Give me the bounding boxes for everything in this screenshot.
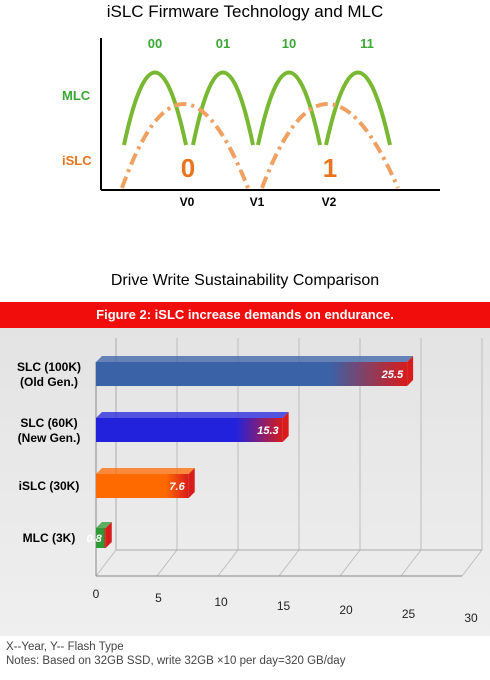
x-tick-label: 5 bbox=[155, 591, 162, 605]
category-label: SLC (100K) bbox=[17, 360, 81, 374]
bar-end-face bbox=[282, 412, 289, 442]
v-label-1: V1 bbox=[250, 195, 265, 209]
bar-value-label: 15.3 bbox=[257, 425, 278, 437]
bar-value-label: 25.5 bbox=[381, 369, 404, 381]
bar-top-face bbox=[96, 356, 414, 362]
bar bbox=[96, 418, 283, 442]
state-label-01: 01 bbox=[216, 36, 230, 51]
islc-mlc-diagram: MLC iSLC 00 01 10 11 0 1 V0 V1 V2 bbox=[62, 36, 440, 209]
category-label: (Old Gen.) bbox=[20, 375, 78, 389]
digit-1: 1 bbox=[323, 153, 337, 183]
bar-top-face bbox=[96, 522, 112, 528]
bar-end-face bbox=[188, 468, 195, 498]
bar-chart: 0 5 10 15 20 25 30 25.5 SLC (100K)(Old Gen.) 15.3… bbox=[17, 338, 483, 625]
notes-line-1: X--Year, Y-- Flash Type bbox=[6, 641, 124, 653]
bar-value-label: 0.8 bbox=[86, 533, 102, 545]
mlc-curve-11 bbox=[324, 70, 392, 146]
mlc-curve-10 bbox=[256, 70, 322, 146]
category-label: (New Gen.) bbox=[18, 431, 81, 445]
row-label-mlc: MLC bbox=[62, 88, 91, 103]
mlc-curve-00 bbox=[122, 70, 188, 146]
figure-banner: Figure 2: iSLC increase demands on endur… bbox=[0, 302, 490, 328]
bar-value-label: 7.6 bbox=[169, 481, 185, 493]
row-label-islc: iSLC bbox=[62, 153, 92, 168]
mlc-curve-01 bbox=[191, 70, 255, 146]
gridline-floor bbox=[95, 549, 117, 577]
bar-end-face bbox=[105, 522, 112, 548]
gridline-floor bbox=[461, 549, 483, 577]
v-label-2: V2 bbox=[322, 195, 337, 209]
x-tick-label: 10 bbox=[214, 595, 228, 609]
bar-chart-title: Drive Write Sustainability Comparison bbox=[110, 272, 380, 289]
bar-top-face bbox=[96, 468, 195, 474]
category-label: iSLC (30K) bbox=[19, 479, 80, 493]
bar bbox=[96, 474, 189, 498]
x-tick-label: 25 bbox=[402, 607, 416, 621]
x-tick-label: 20 bbox=[339, 603, 353, 617]
islc-curve-1 bbox=[260, 102, 400, 189]
notes-line-2: Notes: Based on 32GB SSD, write 32GB ×10… bbox=[6, 655, 346, 667]
bar bbox=[96, 362, 408, 386]
top-chart-title: iSLC Firmware Technology and MLC bbox=[106, 2, 384, 21]
x-tick-label: 0 bbox=[93, 587, 100, 601]
x-tick-label: 15 bbox=[277, 599, 291, 613]
islc-curve-0 bbox=[120, 102, 250, 189]
bar-top-face bbox=[96, 412, 289, 418]
state-label-00: 00 bbox=[148, 36, 162, 51]
category-label: MLC (3K) bbox=[23, 531, 76, 545]
bar-end-face bbox=[407, 356, 414, 386]
gridline-floor bbox=[400, 549, 422, 577]
notes: X--Year, Y-- Flash Type Notes: Based on … bbox=[6, 640, 345, 668]
gridline-floor bbox=[278, 549, 300, 577]
state-label-11: 11 bbox=[360, 36, 374, 51]
x-tick-label: 30 bbox=[464, 611, 478, 625]
v-label-0: V0 bbox=[180, 195, 195, 209]
gridline-floor bbox=[156, 549, 178, 577]
gridline-floor bbox=[339, 549, 361, 577]
digit-0: 0 bbox=[181, 153, 195, 183]
gridline-floor bbox=[217, 549, 239, 577]
category-label: SLC (60K) bbox=[20, 416, 77, 430]
bar bbox=[96, 528, 106, 548]
state-label-10: 10 bbox=[282, 36, 296, 51]
